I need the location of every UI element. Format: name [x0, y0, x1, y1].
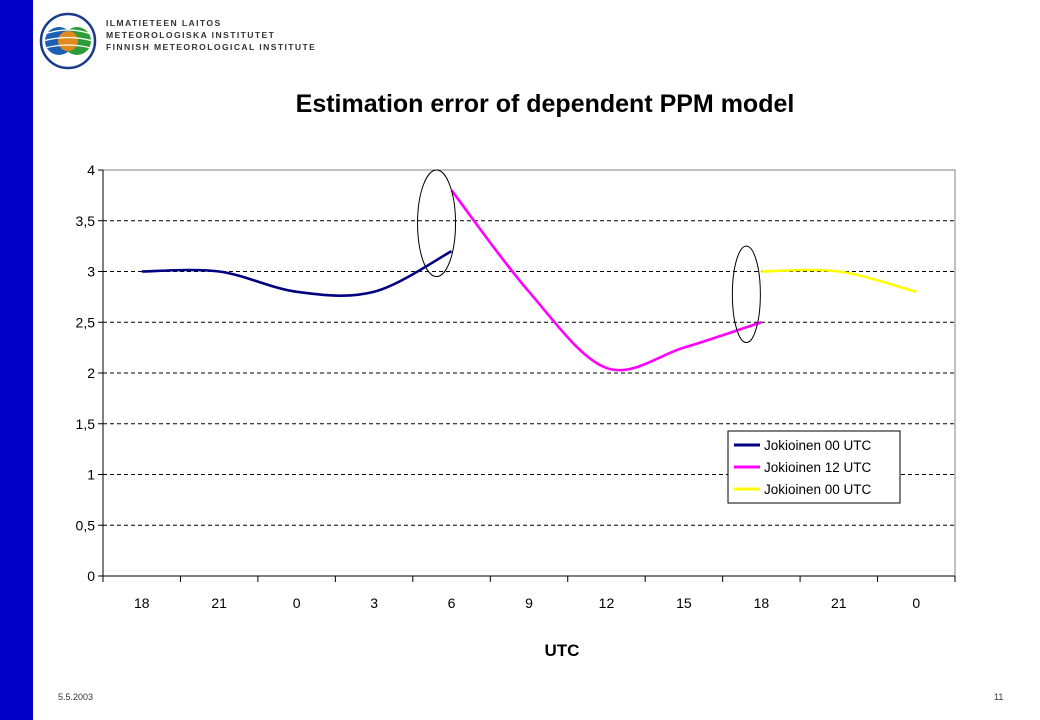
org-name-en: FINNISH METEOROLOGICAL INSTITUTE [106, 42, 317, 52]
x-tick-label: 0 [912, 595, 920, 611]
x-tick-label: 3 [370, 595, 378, 611]
org-name-fi: ILMATIETEEN LAITOS [106, 18, 222, 28]
series-line-3 [761, 268, 917, 294]
series-line-1 [141, 250, 453, 297]
y-tick-label: 4 [87, 162, 95, 178]
series-line-2 [450, 189, 762, 372]
annotation-ellipse [417, 169, 457, 278]
org-name-block: ILMATIETEEN LAITOS METEOROLOGISKA INSTIT… [106, 17, 316, 53]
y-tick-label: 1 [87, 467, 95, 483]
x-tick-label: 18 [754, 595, 770, 611]
fmi-logo-icon [39, 12, 97, 70]
x-axis-label: UTC [545, 641, 580, 660]
footer-page-number: 11 [994, 692, 1004, 702]
org-name-sv: METEOROLOGISKA INSTITUTET [106, 30, 276, 40]
x-tick-label: 0 [293, 595, 301, 611]
y-tick-label: 1,5 [76, 416, 96, 432]
y-tick-label: 3 [87, 264, 95, 280]
y-tick-label: 3,5 [76, 213, 96, 229]
x-tick-label: 21 [831, 595, 847, 611]
x-tick-label: 12 [599, 595, 615, 611]
y-tick-label: 2 [87, 365, 95, 381]
slide-title: Estimation error of dependent PPM model [295, 90, 795, 118]
slide-sidebar-band [0, 0, 33, 720]
legend-label: Jokioinen 12 UTC [764, 460, 872, 475]
x-tick-label: 15 [676, 595, 692, 611]
y-tick-label: 0,5 [76, 517, 96, 533]
y-tick-label: 0 [87, 568, 95, 584]
x-tick-label: 18 [134, 595, 150, 611]
legend-label: Jokioinen 00 UTC [764, 438, 872, 453]
x-tick-label: 9 [525, 595, 533, 611]
x-tick-label: 6 [448, 595, 456, 611]
annotation-ellipse [731, 245, 761, 344]
x-tick-label: 21 [211, 595, 227, 611]
footer-date: 5.5.2003 [58, 692, 94, 702]
legend-label: Jokioinen 00 UTC [764, 482, 872, 497]
y-tick-label: 2,5 [76, 314, 96, 330]
line-chart: 0 0,5 1 1,5 2 2,5 3 3,5 4 18 21 0 3 6 9 12 15 18 21 0 UTC Jok… [76, 162, 956, 660]
